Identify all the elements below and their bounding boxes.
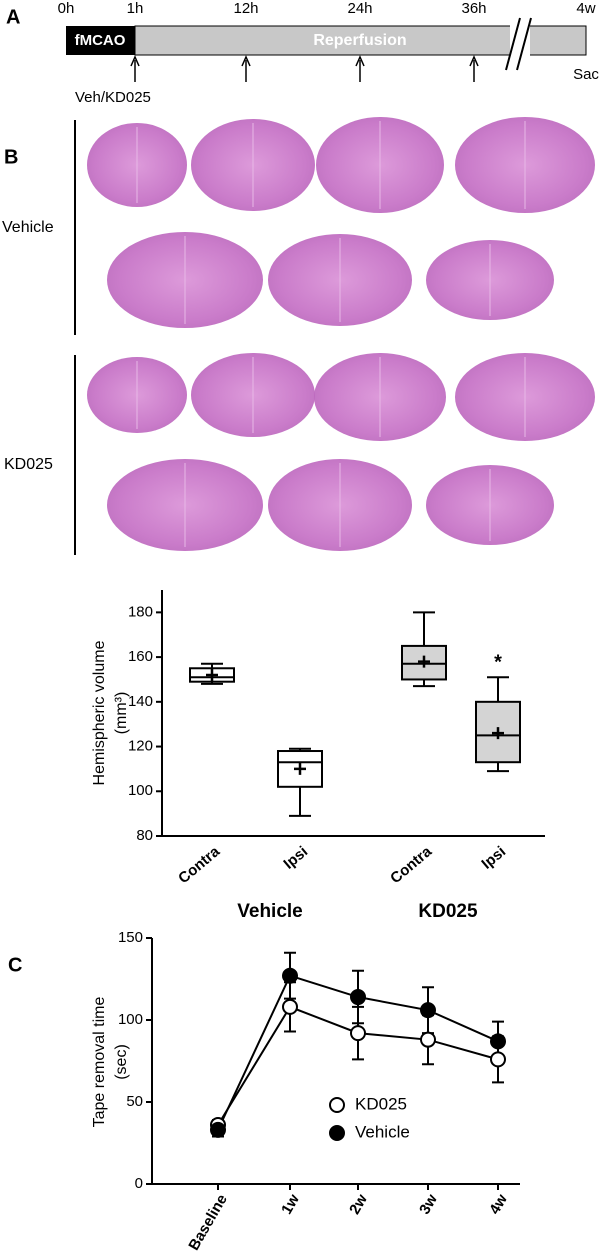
y-tick-label: 100: [118, 1011, 143, 1028]
x-tick-label: Ipsi: [280, 843, 311, 873]
group-label: KD025: [418, 901, 478, 922]
timeline-tick: 0h: [58, 0, 75, 17]
arrow-head: [469, 55, 479, 67]
y-axis-label: Tape removal time: [91, 997, 108, 1128]
timeline-tick: 36h: [461, 0, 486, 17]
data-point: [350, 1025, 366, 1042]
x-tick-label: 1w: [278, 1191, 303, 1217]
phase-label: fMCAO: [75, 32, 126, 49]
y-tick-label: 180: [128, 603, 153, 620]
timeline-tick: 12h: [233, 0, 258, 17]
brain-sections: [87, 117, 595, 551]
arrow-head: [355, 55, 365, 67]
mean-marker: [418, 655, 430, 668]
data-point: [490, 1033, 506, 1050]
mean-marker: [206, 668, 218, 681]
mean-marker: [492, 727, 504, 740]
y-tick-label: 50: [126, 1093, 143, 1110]
data-point: [282, 998, 298, 1015]
timeline-tick: 24h: [347, 0, 372, 17]
panel-label: B: [4, 146, 18, 168]
y-axis-label: Hemispheric volume: [91, 640, 108, 785]
x-tick-label: Contra: [175, 843, 223, 888]
break: [510, 20, 530, 65]
significance-marker: *: [494, 651, 502, 673]
data-point: [420, 1002, 436, 1019]
arrow-head: [241, 55, 251, 67]
x-tick-label: 3w: [416, 1191, 441, 1217]
y-tick-label: 140: [128, 693, 153, 710]
data-point: [350, 989, 366, 1006]
y-tick-label: 100: [128, 782, 153, 799]
group-label: Vehicle: [2, 219, 54, 236]
legend-label: Vehicle: [355, 1122, 410, 1141]
y-tick-label: 0: [135, 1175, 143, 1192]
y-tick-label: 160: [128, 648, 153, 665]
x-tick-label: Baseline: [185, 1191, 231, 1253]
panel-label: A: [6, 6, 20, 28]
panel-label: C: [8, 954, 22, 976]
y-tick-label: 150: [118, 929, 143, 946]
data-point: [490, 1051, 506, 1068]
y-tick-label: 80: [136, 827, 153, 844]
timeline-tick: 4w: [576, 0, 595, 17]
mean-marker: [294, 762, 306, 775]
group-label: Vehicle: [237, 901, 303, 922]
x-tick-label: 4w: [486, 1191, 511, 1217]
legend-marker: [329, 1097, 345, 1113]
y-axis-label: (mm³): [113, 692, 130, 735]
data-point: [420, 1031, 436, 1048]
legend-marker: [329, 1125, 345, 1141]
phase-box: [66, 26, 135, 55]
end-label: Sac: [573, 66, 599, 83]
data-point: [282, 967, 298, 984]
break-line: [505, 17, 521, 71]
timeline-tick: 1h: [127, 0, 144, 17]
y-tick-label: 120: [128, 738, 153, 755]
group-label: KD025: [4, 456, 53, 473]
legend-label: KD025: [355, 1094, 407, 1113]
break-line: [516, 17, 532, 71]
x-tick-label: Contra: [387, 843, 435, 888]
treatment-label: Veh/KD025: [75, 89, 151, 106]
x-tick-label: Ipsi: [478, 843, 509, 873]
x-tick-label: 2w: [346, 1191, 371, 1217]
data-point: [210, 1121, 226, 1138]
y-axis-label: (sec): [113, 1044, 130, 1080]
phase-label: Reperfusion: [313, 32, 406, 49]
arrow-head: [130, 55, 140, 67]
